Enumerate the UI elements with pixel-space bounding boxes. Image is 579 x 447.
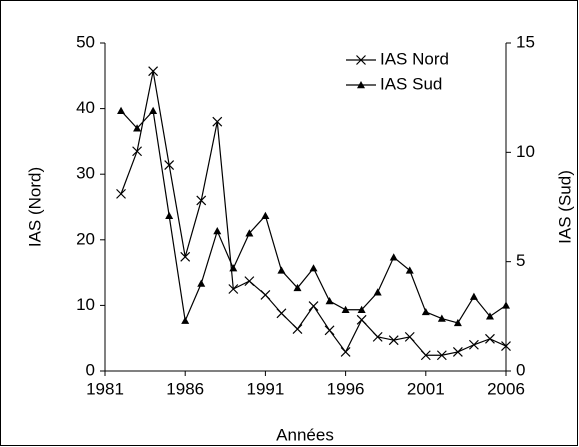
y2-tick-label: 15 <box>516 32 535 51</box>
y-tick-label: 30 <box>76 164 95 183</box>
marker <box>485 333 495 344</box>
legend-label: IAS Nord <box>380 49 449 68</box>
y2-axis-label: IAS (Sud) <box>555 170 574 244</box>
marker <box>180 251 191 262</box>
marker <box>453 318 462 327</box>
y2-tick-label: 10 <box>516 142 535 161</box>
legend-label: IAS Sud <box>380 74 442 93</box>
marker <box>388 335 399 346</box>
marker <box>228 284 239 294</box>
marker <box>117 106 126 114</box>
marker <box>244 276 255 287</box>
marker <box>421 307 430 316</box>
marker <box>340 347 351 357</box>
marker <box>485 312 494 320</box>
marker <box>357 305 366 313</box>
marker <box>468 339 479 350</box>
marker <box>165 211 174 219</box>
marker <box>356 314 367 325</box>
marker <box>341 305 350 313</box>
marker <box>164 160 175 170</box>
marker <box>132 146 143 157</box>
y-tick-label: 50 <box>76 32 95 51</box>
marker <box>260 289 271 300</box>
marker <box>245 229 254 237</box>
y-tick-label: 0 <box>86 360 95 379</box>
marker <box>357 81 365 89</box>
x-tick-label: 1991 <box>246 379 284 398</box>
marker <box>277 266 286 274</box>
marker <box>404 331 415 342</box>
marker <box>196 195 207 206</box>
marker <box>148 66 159 77</box>
marker <box>276 308 287 319</box>
marker <box>181 316 190 324</box>
x-tick-label: 2006 <box>487 379 525 398</box>
marker <box>261 211 270 219</box>
y-tick-label: 10 <box>76 295 95 314</box>
marker <box>213 227 222 235</box>
marker <box>197 279 206 287</box>
marker <box>308 301 319 311</box>
x-tick-label: 1986 <box>166 379 204 398</box>
x-axis-label: Années <box>276 425 334 444</box>
x-tick-label: 1981 <box>86 379 124 398</box>
marker <box>437 314 446 322</box>
marker <box>324 325 335 336</box>
marker <box>389 253 398 261</box>
marker <box>372 331 383 342</box>
marker <box>309 264 318 272</box>
marker <box>149 106 158 114</box>
x-tick-label: 1996 <box>327 379 365 398</box>
marker <box>405 266 414 274</box>
marker <box>502 301 510 309</box>
y-tick-label: 20 <box>76 229 95 248</box>
y2-tick-label: 0 <box>516 360 525 379</box>
marker <box>501 341 511 351</box>
marker <box>293 283 302 292</box>
marker <box>469 292 478 300</box>
marker <box>212 116 223 127</box>
marker <box>452 347 463 357</box>
marker <box>373 288 382 296</box>
marker <box>325 297 334 305</box>
marker <box>133 124 142 132</box>
marker <box>356 55 366 65</box>
marker <box>420 350 431 361</box>
x-tick-label: 2001 <box>407 379 445 398</box>
y2-tick-label: 5 <box>516 251 525 270</box>
y-tick-label: 40 <box>76 98 95 117</box>
marker <box>292 324 303 334</box>
marker <box>116 188 126 199</box>
marker <box>436 350 447 361</box>
marker <box>229 264 238 272</box>
y-axis-label: IAS (Nord) <box>25 167 44 247</box>
